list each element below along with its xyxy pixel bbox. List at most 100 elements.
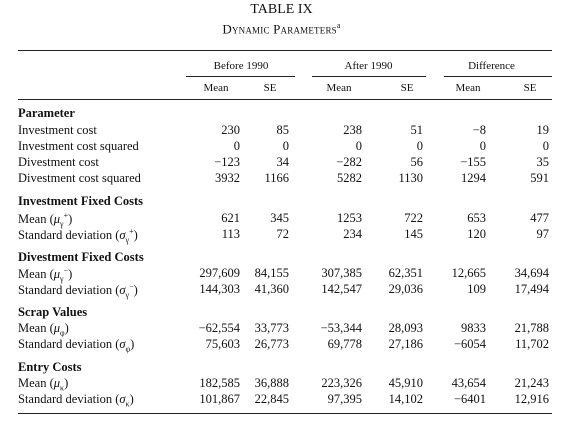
table-cell: 34,694 xyxy=(514,266,549,280)
table-cell: 62,351 xyxy=(388,266,423,280)
group-rule-after-1990 xyxy=(312,76,426,77)
table-cell: 35 xyxy=(536,155,550,169)
table-cell: 120 xyxy=(467,227,486,241)
group-header-after-1990: After 1990 xyxy=(344,60,393,72)
table-cell: 97,395 xyxy=(327,392,362,406)
table-cell: 5282 xyxy=(337,171,362,185)
table-cell: 28,093 xyxy=(388,321,423,335)
table-cell: 1253 xyxy=(337,211,362,225)
table-cell: 12,665 xyxy=(451,266,486,280)
table-cell: −53,344 xyxy=(320,321,362,335)
table-cell: 1130 xyxy=(398,171,423,185)
top-rule xyxy=(18,50,552,51)
group-header-difference: Difference xyxy=(468,60,515,72)
table-cell: 9833 xyxy=(461,321,486,335)
section-title-parameter: Parameter xyxy=(18,106,75,120)
table-cell: 1294 xyxy=(461,171,486,185)
table-cell: 144,303 xyxy=(199,282,240,296)
table-cell: 307,385 xyxy=(321,266,362,280)
table-cell: 33,773 xyxy=(254,321,289,335)
table-cell: 0 xyxy=(542,139,549,153)
table-cell: 21,243 xyxy=(514,376,549,390)
group-header-before-1990: Before 1990 xyxy=(213,60,269,72)
row-label: Mean (μγ+) xyxy=(18,211,73,229)
table-cell: 223,326 xyxy=(321,376,362,390)
row-label: Mean (μγ−) xyxy=(18,266,73,284)
table-cell: −6401 xyxy=(453,392,486,406)
table-cell: 17,494 xyxy=(514,282,549,296)
table-cell: 22,845 xyxy=(254,392,289,406)
table-cell: 230 xyxy=(221,123,240,137)
table-cell: −155 xyxy=(460,155,486,169)
table-cell: 234 xyxy=(343,227,362,241)
table-cell: 21,788 xyxy=(514,321,549,335)
subheader-mean-after: Mean xyxy=(326,82,352,94)
table-cell: 591 xyxy=(530,171,549,185)
table-cell: 0 xyxy=(233,139,240,153)
table-cell: 27,186 xyxy=(388,337,423,351)
table-cell: 1166 xyxy=(264,171,289,185)
row-label: Standard deviation (σγ+) xyxy=(18,227,138,245)
subheader-mean-difference: Mean xyxy=(455,82,481,94)
table-cell: 34 xyxy=(276,155,290,169)
table-cell: 109 xyxy=(467,282,486,296)
table-cell: 621 xyxy=(221,211,240,225)
table-cell: −62,554 xyxy=(198,321,240,335)
table-cell: 477 xyxy=(530,211,549,225)
table-cell: 51 xyxy=(410,123,424,137)
table-cell: 43,654 xyxy=(451,376,486,390)
row-label: Divestment cost squared xyxy=(18,171,141,185)
section-title-scrap-values: Scrap Values xyxy=(18,305,88,319)
table-cell: 12,916 xyxy=(514,392,549,406)
row-label: Standard deviation (σκ) xyxy=(18,392,134,409)
table-cell: 0 xyxy=(282,139,289,153)
table-title: TABLE IX xyxy=(250,2,313,17)
table-subtitle-text: Dynamic Parameters xyxy=(222,21,337,37)
table-cell: 113 xyxy=(221,227,240,241)
table-cell: 345 xyxy=(270,211,289,225)
table-cell: 69,778 xyxy=(327,337,362,351)
table-cell: 0 xyxy=(355,139,362,153)
table-cell: 26,773 xyxy=(254,337,289,351)
table-cell: 11,702 xyxy=(515,337,549,351)
subheader-mean-before: Mean xyxy=(203,82,229,94)
section-title-entry-costs: Entry Costs xyxy=(18,360,82,374)
table-cell: 145 xyxy=(404,227,423,241)
header-rule xyxy=(18,99,552,100)
bottom-rule xyxy=(18,413,552,414)
table-cell: 45,910 xyxy=(388,376,423,390)
row-label: Divestment cost xyxy=(18,155,99,169)
table-cell: 85 xyxy=(276,123,290,137)
row-label: Mean (μκ) xyxy=(18,376,69,393)
table-cell: 14,102 xyxy=(388,392,423,406)
section-title-divestment-fixed-costs: Divestment Fixed Costs xyxy=(18,250,144,264)
table-cell: 29,036 xyxy=(388,282,423,296)
table-cell: 97 xyxy=(536,227,550,241)
table-cell: −6054 xyxy=(453,337,486,351)
table-cell: 653 xyxy=(467,211,486,225)
table-cell: 0 xyxy=(479,139,486,153)
table-cell: 84,155 xyxy=(254,266,289,280)
subheader-se-difference: SE xyxy=(523,82,537,94)
section-title-investment-fixed-costs: Investment Fixed Costs xyxy=(18,194,143,208)
table-cell: 182,585 xyxy=(199,376,240,390)
subheader-se-before: SE xyxy=(263,82,277,94)
table-cell: 75,603 xyxy=(205,337,240,351)
table-subtitle: Dynamic Parametersa xyxy=(0,21,563,37)
row-label: Investment cost xyxy=(18,123,97,137)
row-label: Standard deviation (σφ) xyxy=(18,337,135,354)
table-cell: −282 xyxy=(336,155,362,169)
row-label: Mean (μφ) xyxy=(18,321,69,338)
table-cell: 297,609 xyxy=(199,266,240,280)
table-cell: 56 xyxy=(410,155,424,169)
group-rule-before-1990 xyxy=(186,76,295,77)
group-rule-difference xyxy=(444,76,552,77)
table-cell: 41,360 xyxy=(254,282,289,296)
table-cell: 238 xyxy=(343,123,362,137)
row-label: Investment cost squared xyxy=(18,139,139,153)
table-cell: 142,547 xyxy=(321,282,362,296)
table-cell: 101,867 xyxy=(199,392,240,406)
table-cell: −8 xyxy=(472,123,486,137)
table-cell: 722 xyxy=(404,211,423,225)
row-label: Standard deviation (σγ−) xyxy=(18,282,138,300)
